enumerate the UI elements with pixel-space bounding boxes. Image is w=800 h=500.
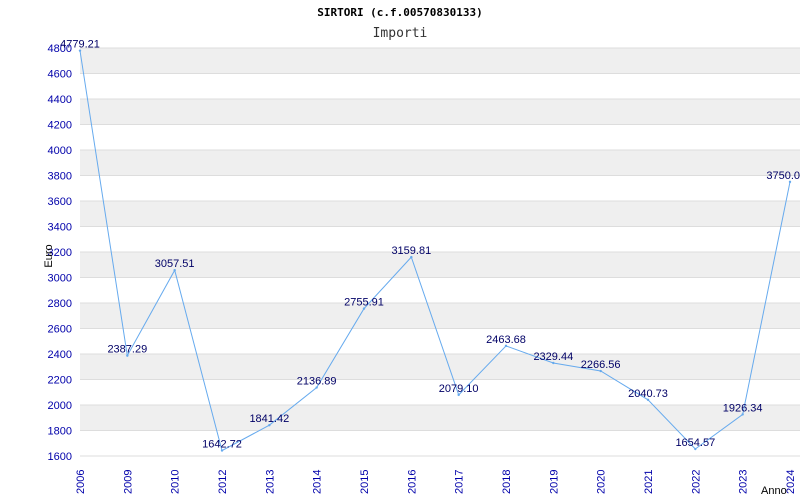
data-point (315, 386, 318, 389)
data-label: 2136.89 (297, 376, 337, 388)
series-group (78, 49, 792, 452)
x-tick-label: 2010 (170, 470, 182, 494)
x-tick-label: 2018 (501, 470, 513, 494)
data-label: 3057.51 (155, 258, 195, 270)
x-axis-ticks: 2006 2009 2010 2012 2013 2014 2015 2016 2017 2018… (75, 470, 797, 494)
grid-band (80, 405, 800, 431)
data-point (788, 180, 792, 184)
x-tick-label: 2016 (406, 470, 418, 494)
data-labels: 4779.21 2387.29 3057.51 1642.72 1841.42 2136.… (60, 39, 800, 451)
data-label: 2755.91 (344, 297, 384, 309)
x-tick-label: 2014 (312, 470, 324, 494)
grid-band (80, 201, 800, 227)
y-tick-label: 4400 (48, 94, 72, 106)
data-label: 3750.0 (766, 170, 800, 182)
y-axis-label: Euro (43, 244, 55, 267)
y-tick-label: 3000 (48, 273, 72, 285)
y-tick-label: 2600 (48, 324, 72, 336)
chart-title: SIRTORI (c.f.00570830133) (317, 6, 483, 19)
x-tick-label: 2022 (690, 470, 702, 494)
data-label: 4779.21 (60, 39, 100, 51)
data-label: 2387.29 (107, 344, 147, 356)
y-tick-label: 3400 (48, 222, 72, 234)
y-axis-ticks: 1600 1800 2000 2200 2400 2600 2800 3000 3200 3400… (48, 43, 72, 463)
data-label: 1926.34 (723, 402, 763, 414)
x-tick-label: 2015 (359, 470, 371, 494)
x-tick-label: 2020 (596, 470, 608, 494)
data-point (552, 361, 555, 365)
data-point (646, 398, 650, 402)
data-label: 2463.68 (486, 334, 526, 346)
data-label: 1841.42 (249, 413, 289, 425)
y-tick-label: 3800 (48, 171, 72, 183)
data-point (504, 344, 508, 348)
y-tick-label: 4600 (48, 69, 72, 81)
y-tick-label: 4200 (48, 120, 72, 132)
data-point (126, 354, 129, 357)
data-point (457, 393, 460, 397)
data-label: 2266.56 (581, 359, 621, 371)
x-tick-label: 2024 (785, 470, 797, 494)
grid-band (80, 354, 800, 380)
y-tick-label: 4000 (48, 145, 72, 157)
x-tick-label: 2021 (643, 470, 655, 494)
grid-band (80, 150, 800, 176)
grid-band (80, 48, 800, 74)
grid-band (80, 99, 800, 125)
grid-lines (80, 47, 800, 457)
data-point (220, 449, 224, 452)
data-point (362, 307, 366, 310)
y-tick-label: 1600 (48, 451, 72, 463)
x-tick-label: 2023 (738, 470, 750, 494)
x-tick-label: 2013 (264, 470, 276, 494)
data-label: 3159.81 (391, 245, 431, 257)
grid-band (80, 303, 800, 329)
data-point (599, 369, 602, 373)
x-tick-label: 2019 (548, 470, 560, 494)
data-point (268, 424, 271, 427)
data-label: 2079.10 (439, 383, 479, 395)
data-label: 2329.44 (533, 351, 573, 363)
y-tick-label: 2000 (48, 400, 72, 412)
grid-bands (80, 48, 800, 431)
data-point (78, 49, 82, 52)
data-point (694, 447, 697, 451)
chart-subtitle: Importi (373, 26, 428, 41)
grid-band (80, 252, 800, 278)
y-tick-label: 3600 (48, 196, 72, 208)
y-tick-label: 2200 (48, 375, 72, 387)
x-tick-label: 2009 (122, 470, 134, 494)
x-tick-label: 2017 (454, 470, 466, 494)
data-point (741, 413, 744, 416)
y-tick-label: 2800 (48, 298, 72, 310)
data-label: 1654.57 (675, 437, 715, 449)
series-line (79, 50, 791, 452)
x-tick-label: 2006 (75, 470, 87, 494)
y-tick-label: 2400 (48, 349, 72, 361)
x-tick-label: 2012 (217, 470, 229, 494)
y-tick-label: 3200 (48, 247, 72, 259)
data-label: 1642.72 (202, 439, 242, 451)
y-tick-label: 4800 (48, 43, 72, 55)
x-axis-label: Anno (761, 485, 787, 497)
data-point (410, 255, 413, 259)
y-tick-label: 1800 (48, 426, 72, 438)
data-label: 2040.73 (628, 388, 668, 400)
data-point (173, 268, 176, 272)
